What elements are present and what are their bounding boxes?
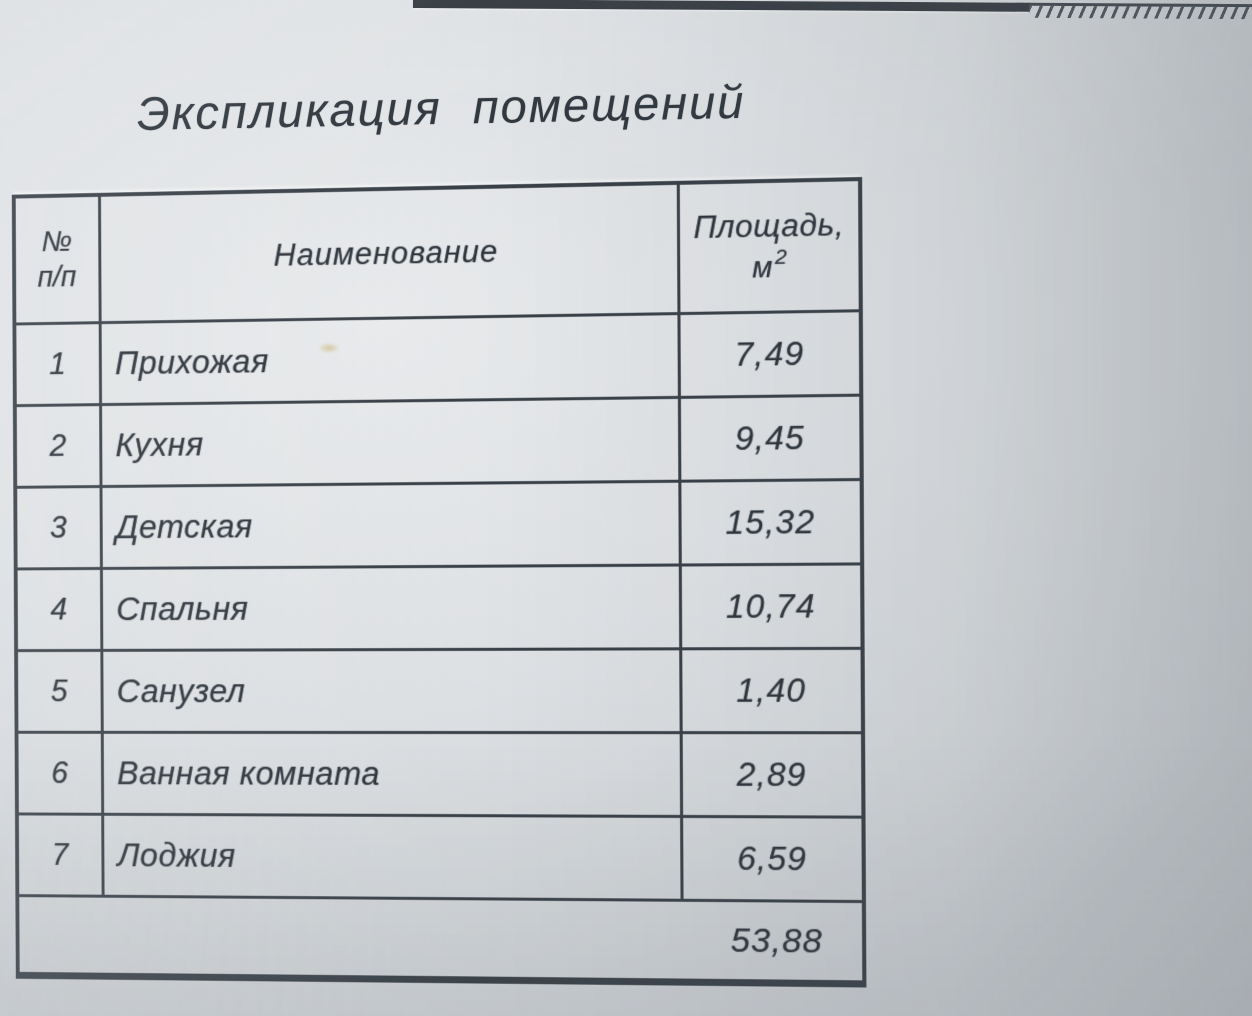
header-name-column: Наименование — [99, 183, 678, 323]
room-area-cell: 1,40 — [680, 648, 863, 732]
rooms-table: № п/п Наименование Площадь, м2 1 Прихожа… — [12, 177, 867, 988]
table-row: 7 Лоджия 6,59 — [17, 814, 864, 902]
room-area-cell: 7,49 — [678, 311, 861, 398]
header-number-column: № п/п — [14, 195, 100, 324]
table-row: 6 Ванная комната 2,89 — [16, 732, 863, 817]
floorplan-edge-strip — [413, 0, 1252, 19]
row-number-cell: 5 — [16, 650, 102, 732]
room-area-cell: 9,45 — [679, 395, 862, 481]
room-area-cell: 6,59 — [681, 816, 864, 901]
header-area-unit: м2 — [681, 246, 858, 286]
table-row: 3 Детская 15,32 — [15, 480, 862, 569]
document-photo: Экспликация помещений № п/п Наименование… — [0, 0, 1252, 1016]
table-row: 4 Спальня 10,74 — [16, 564, 863, 651]
row-number-cell: 7 — [17, 814, 103, 896]
room-name-cell: Кухня — [100, 397, 679, 486]
table-row: 1 Прихожая 7,49 — [14, 311, 861, 406]
rooms-table-wrap: № п/п Наименование Площадь, м2 1 Прихожа… — [12, 177, 863, 987]
header-area-column: Площадь, м2 — [678, 179, 861, 314]
floorplan-wall-hatch — [1029, 3, 1252, 19]
row-number-cell: 6 — [16, 732, 102, 814]
table-header-row: № п/п Наименование Площадь, м2 — [14, 179, 861, 324]
table-row: 2 Кухня 9,45 — [15, 395, 862, 487]
header-area-line1: Площадь, — [693, 207, 844, 245]
page-title: Экспликация помещений — [136, 74, 745, 141]
room-name-cell: Прихожая — [100, 314, 679, 405]
area-unit-exponent: 2 — [775, 246, 788, 270]
room-area-cell: 15,32 — [679, 480, 862, 565]
header-number-line2: п/п — [38, 261, 77, 293]
header-number-line1: № — [41, 226, 72, 258]
room-name-cell: Спальня — [101, 565, 680, 650]
room-area-cell: 2,89 — [681, 733, 864, 818]
room-name-cell: Ванная комната — [102, 732, 681, 816]
row-number-cell: 2 — [15, 405, 101, 488]
room-area-cell: 10,74 — [680, 564, 863, 649]
row-number-cell: 4 — [16, 568, 102, 650]
row-number-cell: 3 — [15, 487, 101, 569]
row-number-cell: 1 — [14, 323, 100, 406]
total-area-cell: 53,88 — [17, 896, 864, 984]
room-name-cell: Детская — [101, 481, 680, 568]
room-name-cell: Санузел — [101, 649, 680, 733]
floorplan-wall-bar — [413, 0, 1030, 12]
table-row: 5 Санузел 1,40 — [16, 648, 863, 732]
table-total-row: 53,88 — [17, 896, 864, 984]
room-name-cell: Лоджия — [102, 814, 681, 900]
